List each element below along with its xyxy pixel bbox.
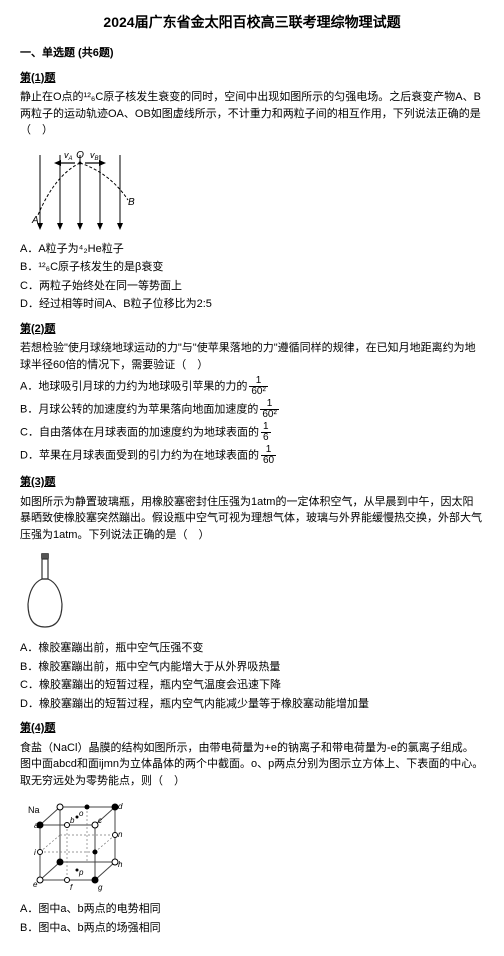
svg-text:e: e	[33, 880, 38, 889]
q4-opt-a: A．图中a、b两点的电势相同	[20, 901, 484, 918]
q3-text: 如图所示为静置玻璃瓶，用橡胶塞密封住压强为1atm的一定体积空气，从早晨到中午，…	[20, 494, 484, 544]
q2-opt-d: D．苹果在月球表面受到的引力约为在地球表面的160	[20, 445, 484, 466]
svg-text:i: i	[34, 848, 36, 857]
section-header: 一、单选题 (共6题)	[20, 45, 484, 62]
q1-opt-b: B．¹²₆C原子核发生的是β衰变	[20, 259, 484, 276]
svg-text:A: A	[31, 215, 39, 226]
q3-opt-d: D．橡胶塞蹦出的短暂过程，瓶内空气内能减少量等于橡胶塞动能增加量	[20, 696, 484, 713]
svg-text:O: O	[76, 150, 84, 161]
q2-opt-c: C．自由落体在月球表面的加速度约为地球表面的16	[20, 422, 484, 443]
svg-text:h: h	[118, 860, 123, 869]
q4-number: 第(4)题	[20, 720, 484, 737]
q4-text: 食盐（NaCl）晶膜的结构如图所示，由带电荷量为+e的钠离子和带电荷量为-e的氯…	[20, 740, 484, 790]
q2-opt-a: A．地球吸引月球的力约为地球吸引苹果的力的160²	[20, 376, 484, 397]
svg-text:g: g	[98, 883, 103, 892]
svg-text:Na: Na	[28, 805, 40, 815]
q3-opt-c: C．橡胶塞蹦出的短暂过程，瓶内空气温度会迅速下降	[20, 677, 484, 694]
q3-options: A．橡胶塞蹦出前，瓶中空气压强不变 B．橡胶塞蹦出前，瓶中空气内能增大于从外界吸…	[20, 640, 484, 712]
q3-opt-b: B．橡胶塞蹦出前，瓶中空气内能增大于从外界吸热量	[20, 659, 484, 676]
svg-text:p: p	[78, 868, 84, 877]
q1-opt-c: C．两粒子始终处在同一等势面上	[20, 278, 484, 295]
q4-figure: Na a b c d o i n e f g h p	[20, 795, 484, 895]
q3-opt-a: A．橡胶塞蹦出前，瓶中空气压强不变	[20, 640, 484, 657]
svg-text:B: B	[128, 197, 135, 208]
svg-text:vB: vB	[90, 150, 99, 162]
svg-text:d: d	[118, 802, 123, 811]
q1-options: A．A粒子为⁴₂He粒子 B．¹²₆C原子核发生的是β衰变 C．两粒子始终处在同…	[20, 241, 484, 313]
q1-opt-d: D．经过相等时间A、B粒子位移比为2:5	[20, 296, 484, 313]
svg-text:a: a	[34, 821, 39, 830]
svg-text:vA: vA	[64, 150, 73, 162]
q4-opt-b: B．图中a、b两点的场强相同	[20, 920, 484, 937]
svg-text:c: c	[98, 816, 102, 825]
q1-opt-a: A．A粒子为⁴₂He粒子	[20, 241, 484, 258]
q1-number: 第(1)题	[20, 70, 484, 87]
svg-text:b: b	[70, 816, 75, 825]
q1-text: 静止在O点的¹²₆C原子核发生衰变的同时，空间中出现如图所示的匀强电场。之后衰变…	[20, 89, 484, 139]
q4-options: A．图中a、b两点的电势相同 B．图中a、b两点的场强相同	[20, 901, 484, 936]
q1-figure: O vA vB A B	[20, 145, 484, 235]
page-title: 2024届广东省金太阳百校高三联考理综物理试题	[20, 12, 484, 33]
q2-number: 第(2)题	[20, 321, 484, 338]
svg-text:o: o	[79, 809, 84, 818]
q2-text: 若想检验"使月球绕地球运动的力"与"使苹果落地的力"遵循同样的规律，在已知月地距…	[20, 340, 484, 373]
q2-options: A．地球吸引月球的力约为地球吸引苹果的力的160² B．月球公转的加速度约为苹果…	[20, 376, 484, 466]
q3-figure	[20, 549, 484, 634]
q2-opt-b: B．月球公转的加速度约为苹果落向地面加速度的160²	[20, 399, 484, 420]
svg-text:f: f	[70, 883, 73, 892]
svg-text:n: n	[118, 830, 123, 839]
q3-number: 第(3)题	[20, 474, 484, 491]
